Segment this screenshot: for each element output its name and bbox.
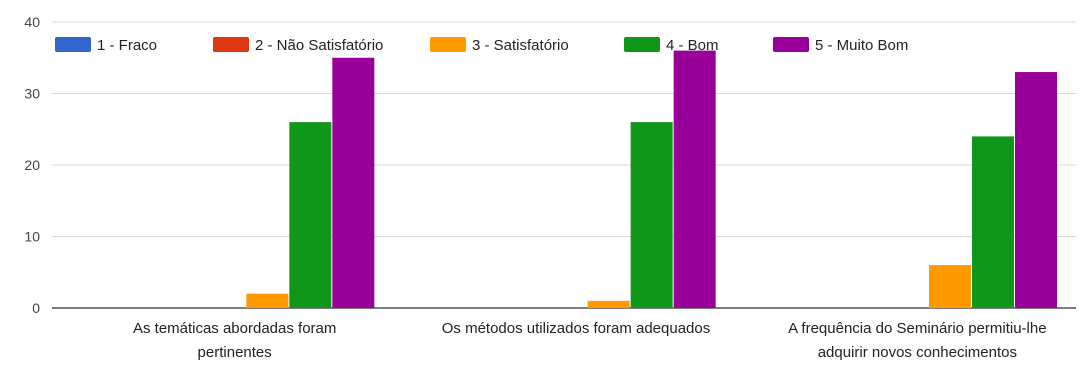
legend[interactable]: 1 - Fraco 2 - Não Satisfatório 3 - Satisfa… bbox=[55, 37, 908, 54]
legend-swatch bbox=[624, 37, 660, 52]
legend-swatch bbox=[773, 37, 809, 52]
gridlines bbox=[52, 21, 1076, 309]
legend-item-1[interactable]: 1 - Fraco bbox=[55, 37, 157, 54]
legend-label: 3 - Satisfatório bbox=[472, 37, 569, 54]
bar-3-category-3[interactable] bbox=[929, 265, 971, 308]
x-category-label: Os métodos utilizados foram adequados bbox=[442, 320, 710, 337]
y-tick-label: 0 bbox=[32, 300, 40, 316]
bar-4-category-2[interactable] bbox=[630, 122, 673, 308]
legend-label: 1 - Fraco bbox=[97, 37, 157, 54]
y-tick-label: 30 bbox=[24, 86, 40, 102]
bar-5-category-1[interactable] bbox=[332, 57, 375, 308]
legend-item-4[interactable]: 4 - Bom bbox=[624, 37, 719, 54]
y-tick-label: 10 bbox=[24, 229, 40, 245]
x-category-label: A frequência do Seminário permitiu-lhe bbox=[788, 320, 1046, 337]
x-category-label: As temáticas abordadas foram bbox=[133, 320, 336, 337]
y-axis-ticks: 0 10 20 30 40 bbox=[24, 14, 40, 316]
legend-swatch bbox=[430, 37, 466, 52]
legend-swatch bbox=[213, 37, 249, 52]
legend-item-2[interactable]: 2 - Não Satisfatório bbox=[213, 37, 383, 54]
legend-swatch bbox=[55, 37, 91, 52]
x-axis-labels: As temáticas abordadas foram pertinentes O… bbox=[133, 320, 1047, 361]
bar-5-category-2[interactable] bbox=[673, 50, 716, 308]
y-tick-label: 20 bbox=[24, 157, 40, 173]
legend-item-3[interactable]: 3 - Satisfatório bbox=[430, 37, 569, 54]
bar-3-category-1[interactable] bbox=[246, 293, 289, 308]
y-tick-label: 40 bbox=[24, 14, 40, 30]
x-category-label: pertinentes bbox=[198, 344, 272, 361]
legend-label: 4 - Bom bbox=[666, 37, 719, 54]
legend-item-5[interactable]: 5 - Muito Bom bbox=[773, 37, 908, 54]
legend-label: 2 - Não Satisfatório bbox=[255, 37, 383, 54]
x-category-label: adquirir novos conhecimentos bbox=[818, 344, 1017, 361]
legend-label: 5 - Muito Bom bbox=[815, 37, 908, 54]
bars bbox=[246, 50, 1057, 308]
bar-3-category-2[interactable] bbox=[587, 300, 630, 308]
bar-4-category-3[interactable] bbox=[972, 136, 1014, 308]
bar-4-category-1[interactable] bbox=[289, 122, 332, 308]
bar-5-category-3[interactable] bbox=[1015, 72, 1057, 308]
